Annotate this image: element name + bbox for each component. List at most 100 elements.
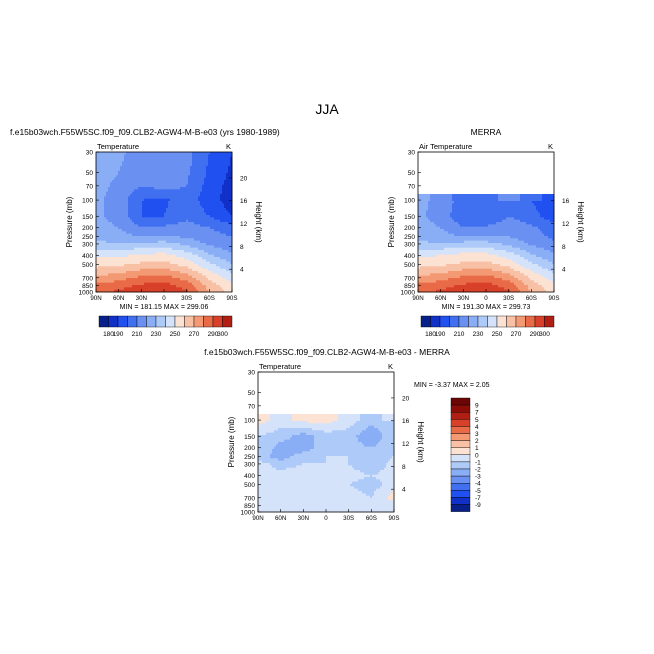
contour-cell (214, 215, 217, 218)
contour-cell (138, 194, 141, 197)
contour-cell (224, 196, 227, 200)
contour-cell (122, 203, 125, 207)
contour-cell (170, 203, 173, 207)
contour-cell (106, 182, 109, 186)
contour-cell (114, 205, 117, 209)
contour-cell (200, 177, 203, 181)
contour-cell (156, 180, 159, 183)
contour-cell (146, 233, 149, 237)
contour-cell (118, 180, 121, 183)
contour-cell (160, 217, 163, 221)
contour-cell (98, 229, 101, 232)
contour-cell (98, 231, 101, 235)
contour-cell (204, 201, 207, 204)
contour-cell (172, 219, 175, 223)
contour-cell (158, 173, 161, 176)
contour-cell (158, 152, 161, 155)
contour-cell (156, 175, 159, 179)
contour-cell (182, 233, 185, 237)
contour-cell (176, 203, 179, 207)
contour-cell (134, 182, 137, 186)
contour-cell (224, 224, 227, 228)
contour-cell (140, 215, 143, 218)
contour-cell (178, 210, 181, 214)
contour-cell (210, 159, 213, 162)
contour-cell (230, 189, 233, 193)
contour-cell (188, 210, 191, 214)
contour-cell (158, 156, 161, 160)
contour-cell (218, 208, 221, 211)
contour-cell (104, 212, 107, 216)
contour-cell (120, 201, 123, 204)
contour-cell (212, 184, 215, 188)
contour-cell (182, 163, 185, 167)
contour-cell (162, 156, 165, 160)
contour-cell (98, 184, 101, 188)
contour-cell (138, 231, 141, 235)
contour-cell (214, 163, 217, 167)
contour-cell (226, 191, 229, 195)
contour-cell (192, 154, 195, 158)
contour-cell (156, 177, 159, 181)
contour-cell (98, 163, 101, 167)
contour-cell (116, 191, 119, 195)
contour-cell (150, 177, 153, 181)
contour-cell (212, 154, 215, 158)
contour-cell (142, 215, 145, 218)
contour-cell (212, 231, 215, 235)
contour-cell (218, 156, 221, 160)
contour-cell (174, 226, 177, 230)
contour-cell (108, 184, 111, 188)
contour-cell (156, 210, 159, 214)
contour-cell (160, 170, 163, 174)
contour-cell (228, 205, 231, 209)
contour-cell (164, 182, 167, 186)
contour-cell (204, 159, 207, 162)
contour-cell (150, 184, 153, 188)
contour-cell (178, 212, 181, 216)
contour-cell (132, 212, 135, 216)
contour-cell (144, 194, 147, 197)
contour-cell (196, 177, 199, 181)
contour-cell (164, 231, 167, 235)
contour-cell (184, 173, 187, 176)
contour-cell (156, 224, 159, 228)
contour-cell (104, 180, 107, 183)
contour-cell (222, 168, 225, 172)
contour-cell (154, 196, 157, 200)
contour-cell (118, 229, 121, 232)
contour-cell (134, 175, 137, 179)
contour-cell (230, 198, 233, 202)
contour-cell (102, 222, 105, 225)
contour-cell (144, 233, 147, 237)
contour-cell (116, 187, 119, 190)
contour-cell (158, 170, 161, 174)
contour-cell (172, 201, 175, 204)
contour-cell (206, 217, 209, 221)
contour-cell (108, 173, 111, 176)
contour-cell (136, 208, 139, 211)
contour-cell (114, 210, 117, 214)
contour-cell (104, 217, 107, 221)
contour-cell (152, 156, 155, 160)
contour-cell (116, 229, 119, 232)
contour-cell (178, 203, 181, 207)
contour-cell (164, 212, 167, 216)
contour-cell (118, 201, 121, 204)
contour-cell (110, 166, 113, 169)
contour-cell (192, 226, 195, 230)
contour-cell (150, 152, 153, 155)
contour-cell (128, 229, 131, 232)
contour-cell (132, 224, 135, 228)
contour-cell (180, 231, 183, 235)
contour-cell (196, 189, 199, 193)
contour-cell (108, 182, 111, 186)
contour-cell (214, 177, 217, 181)
contour-cell (134, 205, 137, 209)
contour-cell (196, 212, 199, 216)
contour-cell (120, 161, 123, 165)
contour-cell (152, 194, 155, 197)
contour-cell (172, 226, 175, 230)
contour-cell (224, 205, 227, 209)
contour-cell (216, 205, 219, 209)
